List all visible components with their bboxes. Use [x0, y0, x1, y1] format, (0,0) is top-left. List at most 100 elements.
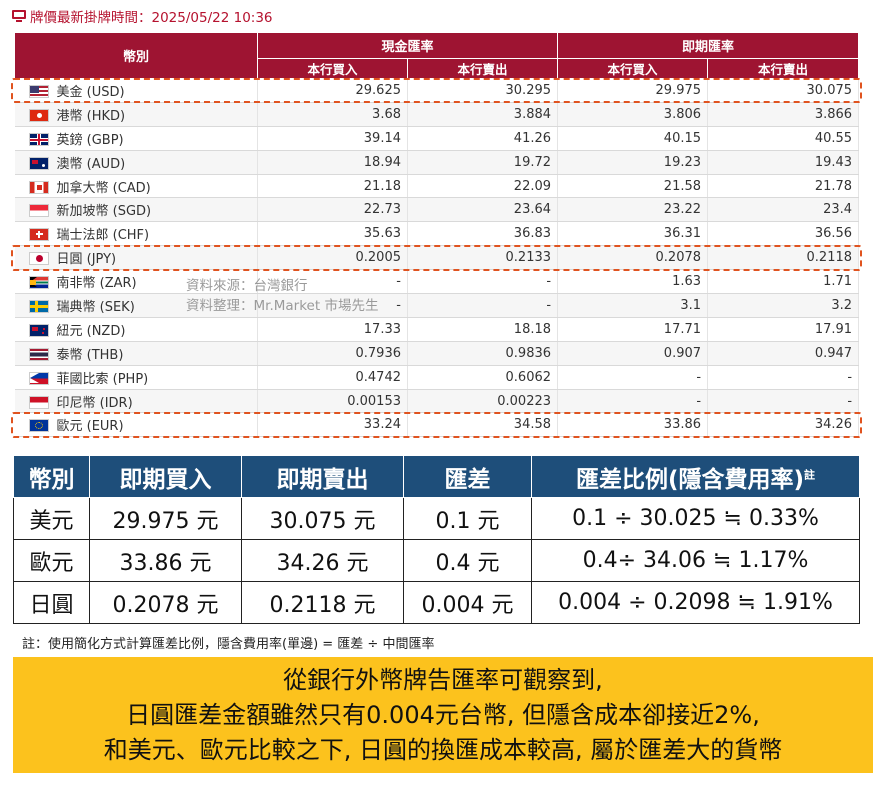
summary-header-spot-buy: 即期買入 [89, 455, 242, 498]
spot-buy-cell: 3.1 [557, 293, 709, 318]
spot-sell-cell: 3.866 [707, 102, 860, 127]
cash-sell-cell: 36.83 [407, 221, 559, 247]
cash-buy-cell: 22.73 [257, 197, 408, 223]
summary-currency-cell: 美元 [13, 497, 90, 540]
cash-buy-cell: 39.14 [257, 126, 408, 151]
summary-spot-sell-cell: 34.26 元 [241, 539, 404, 582]
currency-cell: 歐元 (EUR) [14, 412, 258, 438]
summary-ratio-cell: 0.4÷ 34.06 ≒ 1.17% [531, 539, 860, 582]
spot-buy-cell: - [557, 365, 709, 390]
summary-spot-buy-cell: 29.975 元 [89, 497, 242, 540]
flag-ch-icon [28, 228, 49, 242]
currency-cell: 港幣 (HKD) [14, 102, 258, 127]
currency-name: 美金 (USD) [56, 84, 125, 100]
currency-cell: 英鎊 (GBP) [14, 126, 258, 151]
cash-sell-cell: - [407, 269, 559, 295]
cash-sell-cell: 41.26 [407, 126, 559, 151]
cash-sell-cell: 18.18 [407, 317, 559, 342]
rate-row: 英鎊 (GBP) 39.14 41.26 40.15 40.55 [14, 126, 860, 151]
cash-buy-cell: 0.4742 [257, 365, 408, 390]
currency-cell: 日圓 (JPY) [14, 245, 258, 271]
last-update-text: 牌價最新掛牌時間：2025/05/22 10:36 [30, 10, 273, 26]
currency-header: 幣別 [14, 32, 258, 79]
footnote-marker: 註 [804, 467, 816, 481]
currency-cell: 美金 (USD) [14, 78, 258, 103]
footnote: 註：使用簡化方式計算匯差比例，隱含費用率(單邊) = 匯差 ÷ 中間匯率 [22, 637, 435, 652]
flag-se-icon [28, 299, 49, 313]
currency-name: 澳幣 (AUD) [56, 156, 126, 172]
summary-spot-sell-cell: 0.2118 元 [241, 581, 404, 624]
flag-ph-icon [28, 371, 49, 385]
conclusion-banner: 從銀行外幣牌告匯率可觀察到, 日圓匯差金額雖然只有0.004元台幣, 但隱含成本… [13, 657, 873, 773]
spot-buy-cell: 3.806 [557, 102, 709, 127]
summary-spot-sell-cell: 30.075 元 [241, 497, 404, 540]
cash-sell-cell: 3.884 [407, 102, 559, 127]
spot-buy-header: 本行買入 [557, 58, 709, 79]
currency-name: 泰幣 (THB) [56, 347, 124, 363]
currency-cell: 加拿大幣 (CAD) [14, 174, 258, 199]
summary-header-spot-sell: 即期賣出 [241, 455, 404, 498]
currency-name: 港幣 (HKD) [56, 108, 126, 124]
cash-rate-header: 現金匯率 [256, 32, 559, 59]
flag-gb-icon [28, 132, 49, 146]
spot-sell-cell: 3.2 [707, 293, 860, 318]
rate-row: 加拿大幣 (CAD) 21.18 22.09 21.58 21.78 [14, 174, 860, 199]
spot-sell-cell: - [707, 389, 860, 414]
currency-name: 瑞士法郎 (CHF) [56, 228, 150, 244]
cash-buy-cell: 0.00153 [257, 389, 408, 414]
summary-spot-buy-cell: 0.2078 元 [89, 581, 242, 624]
flag-sg-icon [28, 204, 49, 218]
currency-cell: 菲國比索 (PHP) [14, 365, 258, 390]
watermark-source: 資料來源：台灣銀行 [186, 278, 308, 294]
rate-row: 紐元 (NZD) 17.33 18.18 17.71 17.91 [14, 317, 860, 342]
spot-buy-cell: 0.907 [557, 341, 709, 366]
cash-buy-cell: 3.68 [257, 102, 408, 127]
cash-buy-cell: 35.63 [257, 221, 408, 247]
summary-currency-cell: 日圓 [13, 581, 90, 624]
cash-buy-cell: 18.94 [257, 150, 408, 175]
cash-buy-cell: 17.33 [257, 317, 408, 342]
rate-row: 新加坡幣 (SGD) 22.73 23.64 23.22 23.4 [14, 197, 860, 223]
spot-sell-cell: 30.075 [707, 78, 860, 103]
spot-buy-cell: 36.31 [557, 221, 709, 247]
summary-header-spread: 匯差 [403, 455, 532, 498]
exchange-rate-table: 幣別 現金匯率 即期匯率 本行買入 本行賣出 本行買入 本行賣出 美金 (USD… [14, 32, 860, 438]
currency-cell: 瑞士法郎 (CHF) [14, 221, 258, 247]
cash-buy-cell: 0.7936 [257, 341, 408, 366]
cash-sell-header: 本行賣出 [406, 58, 559, 79]
cash-buy-cell: 33.24 [257, 412, 408, 438]
cash-sell-cell: 19.72 [407, 150, 559, 175]
currency-name: 菲國比索 (PHP) [56, 371, 149, 387]
spot-buy-cell: - [557, 389, 709, 414]
flag-us-icon [28, 84, 49, 98]
spot-sell-cell: 19.43 [707, 150, 860, 175]
banner-line-1: 從銀行外幣牌告匯率可觀察到, [283, 666, 603, 694]
cash-sell-cell: 0.00223 [407, 389, 559, 414]
spot-sell-cell: 36.56 [707, 221, 860, 247]
spot-buy-cell: 40.15 [557, 126, 709, 151]
summary-spread-cell: 0.4 元 [403, 539, 532, 582]
currency-name: 紐元 (NZD) [56, 323, 126, 339]
cash-buy-cell: - [257, 293, 408, 318]
summary-spread-cell: 0.1 元 [403, 497, 532, 540]
spot-buy-cell: 21.58 [557, 174, 709, 199]
currency-name: 瑞典幣 (SEK) [56, 299, 135, 315]
currency-name: 英鎊 (GBP) [56, 132, 124, 148]
currency-cell: 澳幣 (AUD) [14, 150, 258, 175]
flag-hk-icon [28, 108, 49, 122]
cash-buy-cell: 29.625 [257, 78, 408, 103]
summary-header-currency: 幣別 [13, 455, 90, 498]
currency-cell: 紐元 (NZD) [14, 317, 258, 342]
rate-row: 日圓 (JPY) 0.2005 0.2133 0.2078 0.2118 [14, 245, 860, 271]
cash-sell-cell: 23.64 [407, 197, 559, 223]
cash-sell-cell: 0.9836 [407, 341, 559, 366]
summary-currency-cell: 歐元 [13, 539, 90, 582]
currency-name: 加拿大幣 (CAD) [56, 180, 151, 196]
currency-cell: 新加坡幣 (SGD) [14, 197, 258, 223]
summary-row: 日圓 0.2078 元 0.2118 元 0.004 元 0.004 ÷ 0.2098 … [13, 581, 860, 624]
rate-row: 泰幣 (THB) 0.7936 0.9836 0.907 0.947 [14, 341, 860, 366]
last-update-line: 牌價最新掛牌時間：2025/05/22 10:36 [12, 6, 273, 26]
spot-buy-cell: 29.975 [557, 78, 709, 103]
watermark-author: 資料整理：Mr.Market 市場先生 [186, 298, 379, 314]
